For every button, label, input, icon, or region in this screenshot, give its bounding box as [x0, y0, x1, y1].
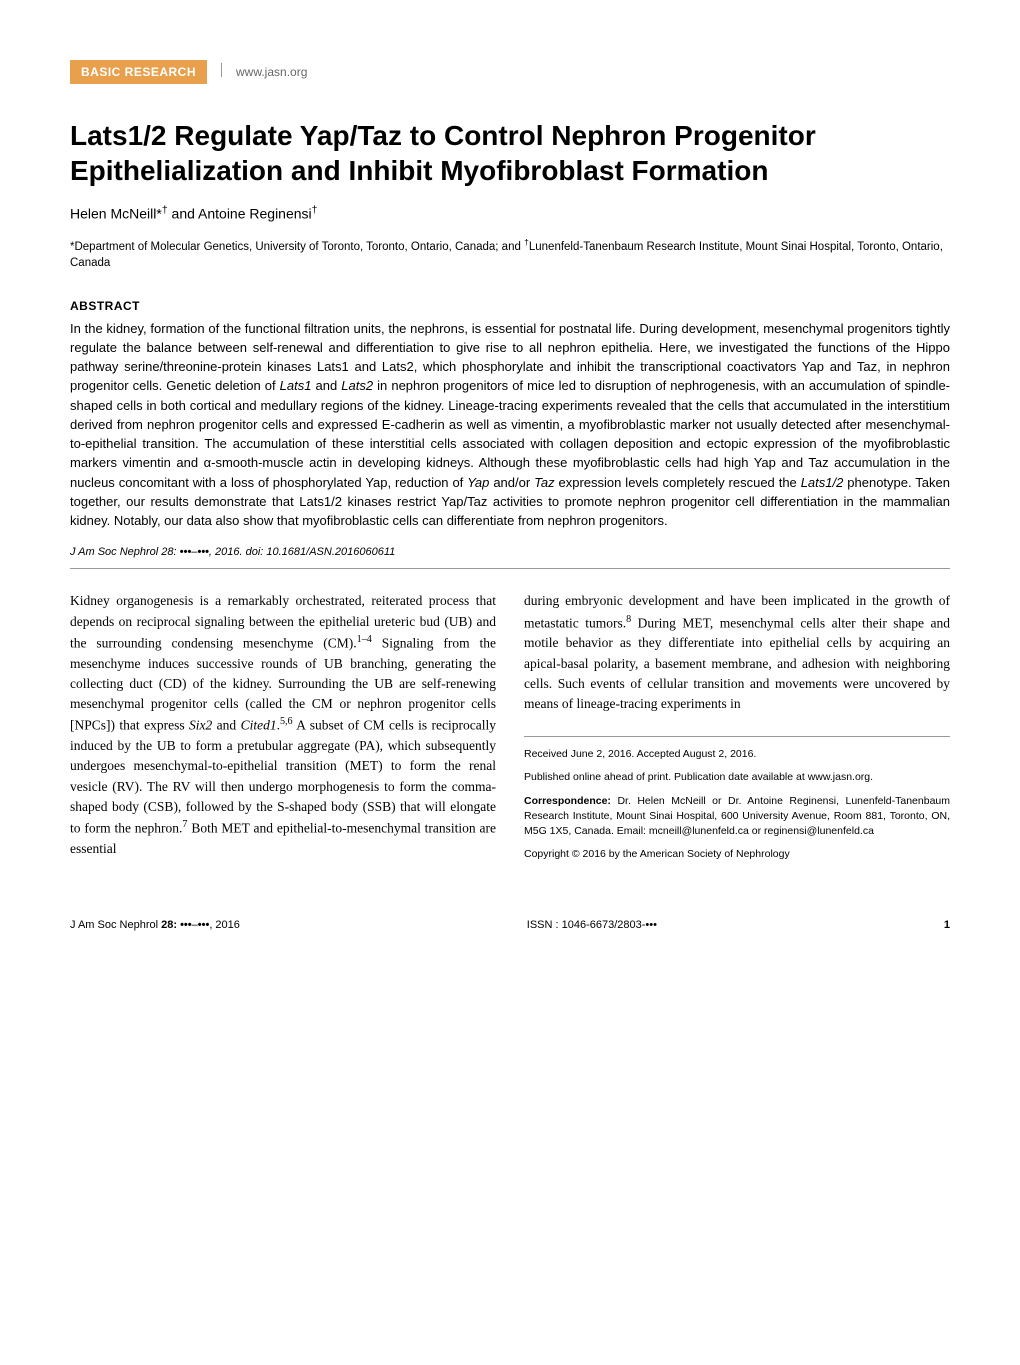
- meta-divider-top: [524, 736, 950, 737]
- section-tag: BASIC RESEARCH: [70, 60, 207, 84]
- left-column: Kidney organogenesis is a remarkably orc…: [70, 591, 496, 870]
- footer-center: ISSN : 1046-6673/2803-•••: [527, 919, 657, 931]
- body-para-1: Kidney organogenesis is a remarkably orc…: [70, 591, 496, 859]
- abstract-body: In the kidney, formation of the function…: [70, 319, 950, 531]
- body-columns: Kidney organogenesis is a remarkably orc…: [70, 591, 950, 870]
- page-footer: J Am Soc Nephrol 28: •••–•••, 2016 ISSN …: [70, 919, 950, 931]
- abstract-divider: [70, 568, 950, 569]
- header-divider: [221, 63, 222, 77]
- published-online: Published online ahead of print. Publica…: [524, 770, 950, 785]
- article-title: Lats1/2 Regulate Yap/Taz to Control Neph…: [70, 118, 950, 188]
- footer-left: J Am Soc Nephrol 28: •••–•••, 2016: [70, 919, 240, 931]
- correspondence: Correspondence: Dr. Helen McNeill or Dr.…: [524, 794, 950, 840]
- right-column: during embryonic development and have be…: [524, 591, 950, 870]
- authors: Helen McNeill*† and Antoine Reginensi†: [70, 204, 950, 222]
- journal-url: www.jasn.org: [236, 65, 307, 79]
- article-meta: Received June 2, 2016. Accepted August 2…: [524, 736, 950, 862]
- body-para-2: during embryonic development and have be…: [524, 591, 950, 714]
- affiliations: *Department of Molecular Genetics, Unive…: [70, 236, 950, 271]
- citation: J Am Soc Nephrol 28: •••–•••, 2016. doi:…: [70, 546, 950, 558]
- copyright: Copyright © 2016 by the American Society…: [524, 847, 950, 862]
- header-row: BASIC RESEARCH www.jasn.org: [70, 60, 950, 84]
- page-number: 1: [944, 919, 950, 931]
- received-accepted: Received June 2, 2016. Accepted August 2…: [524, 747, 950, 762]
- abstract-heading: ABSTRACT: [70, 299, 950, 313]
